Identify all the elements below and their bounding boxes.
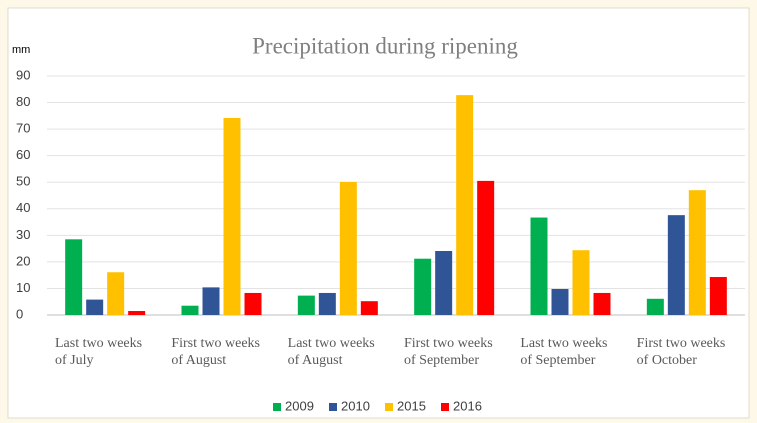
bar <box>128 311 146 315</box>
y-tick-label: 20 <box>16 253 30 268</box>
bar <box>107 272 125 315</box>
bar <box>709 277 727 315</box>
y-tick-label: 40 <box>16 200 30 215</box>
bar <box>477 180 495 315</box>
x-tick-label: of July <box>55 353 94 368</box>
bar <box>244 292 262 315</box>
x-tick-label: Last two weeks <box>288 336 375 351</box>
bar <box>435 251 453 315</box>
legend-swatch <box>329 403 337 411</box>
y-tick-label: 80 <box>16 94 30 109</box>
x-tick-label: First two weeks <box>171 336 260 351</box>
legend-label: 2016 <box>453 398 482 413</box>
legend-swatch <box>385 403 393 411</box>
bar <box>297 295 315 315</box>
bar <box>572 250 590 315</box>
bar <box>414 258 432 315</box>
bar <box>223 117 241 315</box>
x-tick-label: of August <box>171 353 226 368</box>
legend-label: 2015 <box>397 398 426 413</box>
x-tick-label: Last two weeks <box>55 336 142 351</box>
bar <box>181 305 199 315</box>
x-tick-label: of September <box>520 353 595 368</box>
bar <box>318 292 336 315</box>
bar <box>688 190 706 315</box>
bar <box>667 215 685 315</box>
x-tick-label: First two weeks <box>404 336 493 351</box>
bar <box>202 287 220 315</box>
bar <box>646 298 664 315</box>
bar <box>456 95 474 316</box>
bar <box>593 292 611 315</box>
bar <box>86 299 104 315</box>
bar <box>339 181 357 315</box>
y-tick-label: 90 <box>16 67 30 82</box>
bar <box>551 288 569 315</box>
chart-title: Precipitation during ripening <box>252 33 518 58</box>
x-tick-label: Last two weeks <box>520 336 607 351</box>
legend-swatch <box>273 403 281 411</box>
x-tick-label: of August <box>288 353 343 368</box>
y-tick-label: 60 <box>16 147 30 162</box>
legend-label: 2009 <box>285 398 314 413</box>
bar <box>530 217 548 315</box>
legend-swatch <box>441 403 449 411</box>
y-tick-label: 30 <box>16 227 30 242</box>
y-axis-label: mm <box>12 44 30 56</box>
y-tick-label: 10 <box>16 280 30 295</box>
bar <box>65 239 83 315</box>
x-tick-label: of September <box>404 353 479 368</box>
bar <box>360 301 378 315</box>
x-tick-label: First two weeks <box>637 336 726 351</box>
y-tick-label: 0 <box>16 306 23 321</box>
y-tick-label: 70 <box>16 121 30 136</box>
y-tick-label: 50 <box>16 174 30 189</box>
x-tick-label: of October <box>637 353 698 368</box>
legend-label: 2010 <box>341 398 370 413</box>
